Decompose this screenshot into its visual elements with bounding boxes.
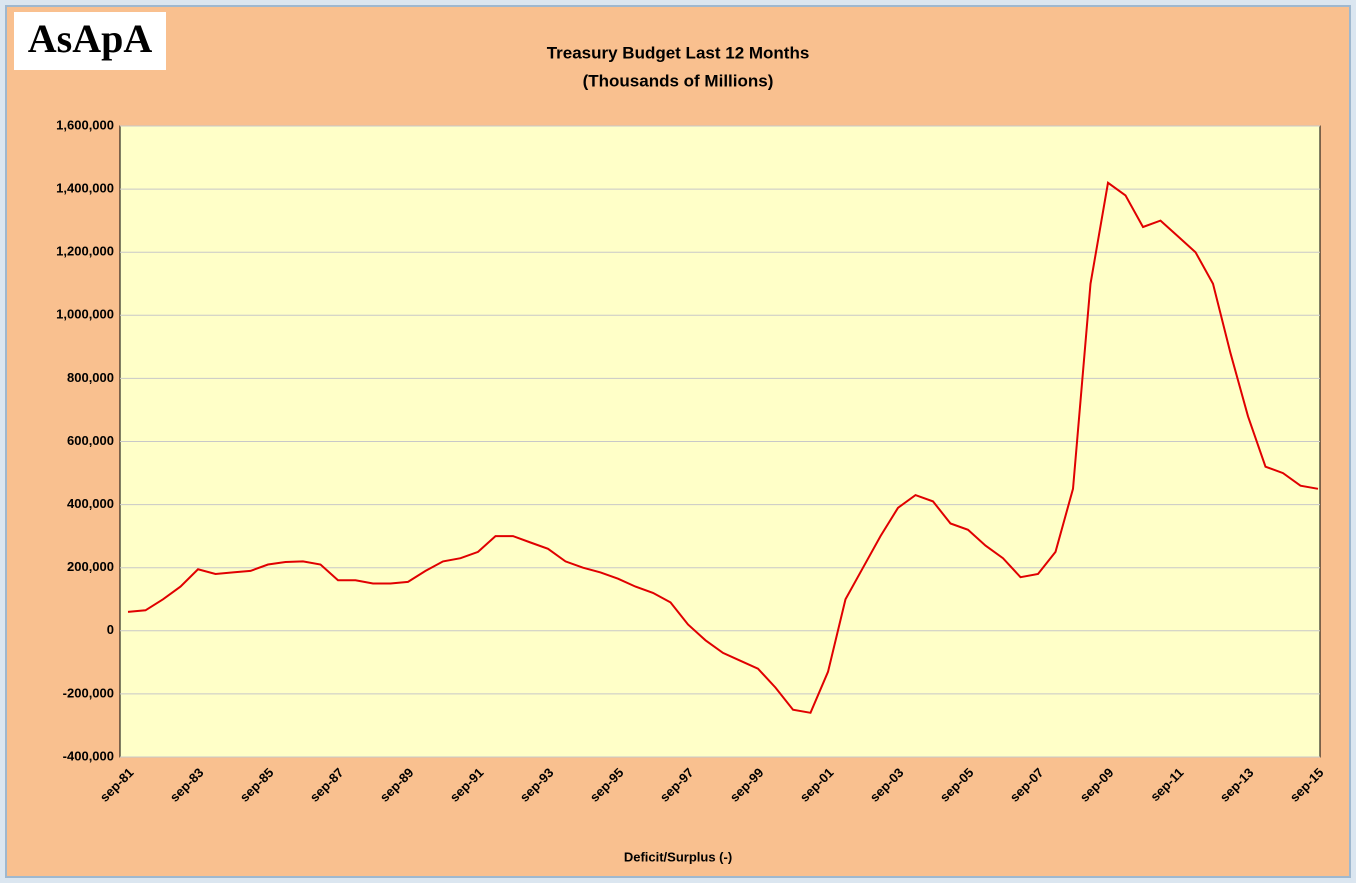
chart-title: Treasury Budget Last 12 Months [547, 43, 810, 62]
y-tick-label: -400,000 [63, 748, 114, 763]
logo: AsApA [28, 16, 153, 61]
y-tick-label: 200,000 [67, 559, 114, 574]
line-series [127, 181, 1319, 714]
y-tick-label: 1,200,000 [56, 244, 114, 259]
y-tick-label: 800,000 [67, 370, 114, 385]
y-tick-label: 1,600,000 [56, 117, 114, 132]
logo-box [14, 12, 166, 70]
x-axis-label: Deficit/Surplus (-) [624, 849, 732, 864]
chart-subtitle: (Thousands of Millions) [583, 71, 774, 90]
y-tick-label: -200,000 [63, 685, 114, 700]
y-tick-label: 400,000 [67, 496, 114, 511]
y-tick-label: 1,400,000 [56, 181, 114, 196]
y-tick-label: 600,000 [67, 433, 114, 448]
y-tick-label: 0 [107, 622, 114, 637]
y-tick-label: 1,000,000 [56, 307, 114, 322]
